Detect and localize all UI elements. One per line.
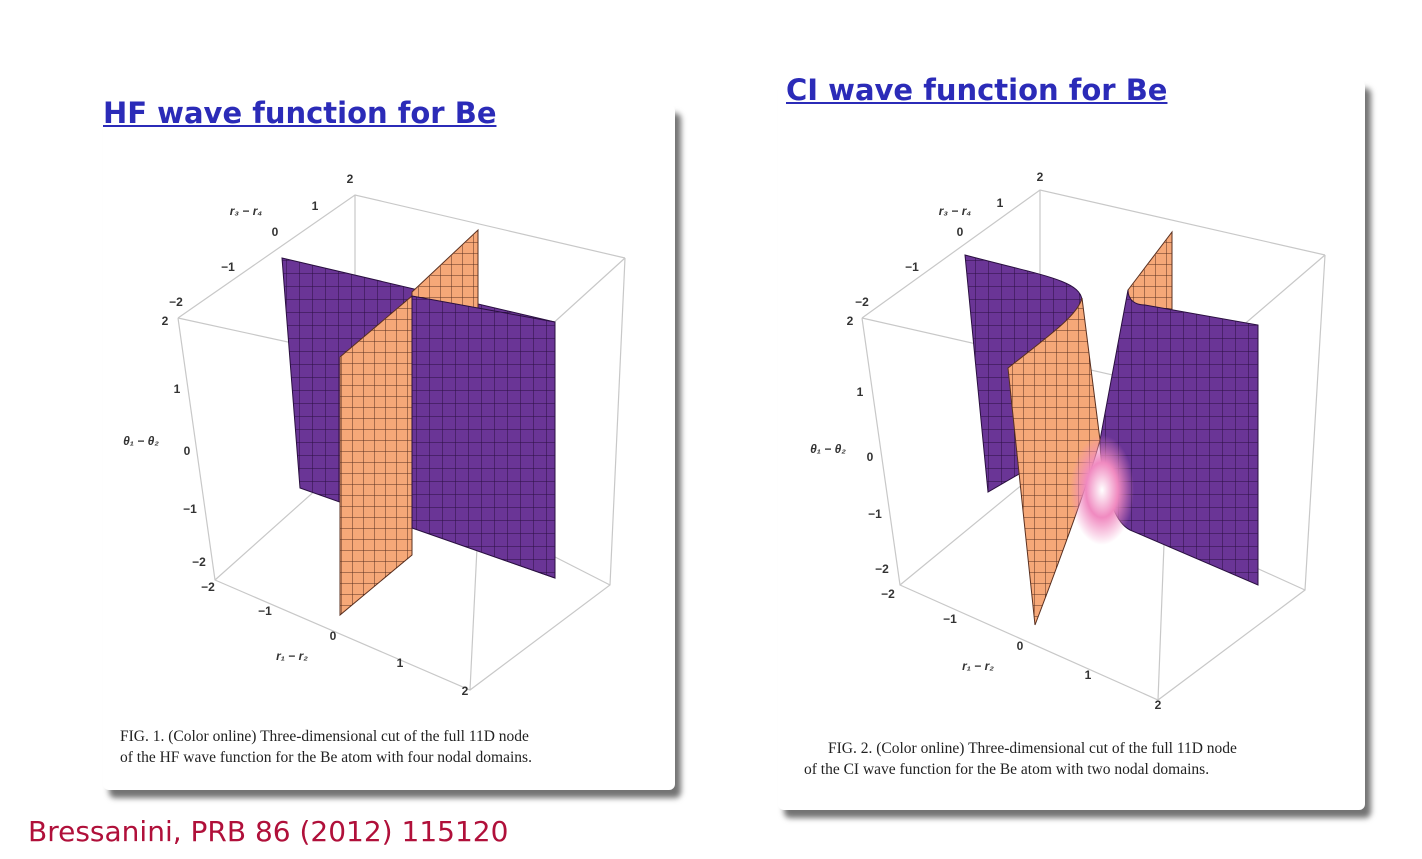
tick-label: 2 bbox=[1155, 698, 1162, 712]
tick-label: −2 bbox=[855, 295, 869, 309]
caption-line: FIG. 2. (Color online) Three-dimensional… bbox=[828, 740, 1237, 757]
tick-label: 1 bbox=[174, 382, 181, 396]
tick-label: 1 bbox=[857, 385, 864, 399]
caption: FIG. 2. (Color online) Three-dimensional… bbox=[804, 738, 1237, 780]
tick-label: 1 bbox=[312, 199, 319, 213]
caption-line: FIG. 1. (Color online) Three-dimensional… bbox=[120, 728, 529, 745]
tick-label: −1 bbox=[943, 612, 957, 626]
tick-label: 2 bbox=[347, 172, 354, 186]
tick-label: 0 bbox=[272, 225, 279, 239]
tick-label: −1 bbox=[221, 260, 235, 274]
tick-label: 1 bbox=[997, 196, 1004, 210]
tick-label: 2 bbox=[162, 314, 169, 328]
plot-hf bbox=[177, 194, 626, 691]
nodal-surface bbox=[1099, 289, 1259, 586]
tick-label: 2 bbox=[1037, 170, 1044, 184]
plot-ci bbox=[861, 189, 1326, 701]
caption-line: of the CI wave function for the Be atom … bbox=[804, 761, 1210, 778]
axis-label: θ₁ − θ₂ bbox=[810, 442, 846, 456]
caption: FIG. 1. (Color online) Three-dimensional… bbox=[120, 726, 532, 768]
tick-label: 0 bbox=[957, 225, 964, 239]
caption-line: of the HF wave function for the Be atom … bbox=[120, 749, 532, 766]
tick-label: 1 bbox=[397, 656, 404, 670]
tick-label: −2 bbox=[875, 562, 889, 576]
tick-label: 0 bbox=[867, 450, 874, 464]
tick-label: 0 bbox=[330, 629, 337, 643]
axis-label: r₃ − r₄ bbox=[939, 204, 972, 218]
tick-label: 1 bbox=[1085, 668, 1092, 682]
axis-label: θ₁ − θ₂ bbox=[123, 434, 159, 448]
tick-label: −2 bbox=[192, 555, 206, 569]
panel-title: HF wave function for Be bbox=[103, 96, 497, 130]
tick-label: −1 bbox=[868, 507, 882, 521]
citation: Bressanini, PRB 86 (2012) 115120 bbox=[28, 815, 509, 848]
axis-label: r₃ − r₄ bbox=[230, 204, 263, 218]
panel-title: CI wave function for Be bbox=[786, 73, 1168, 107]
axis-label: r₁ − r₂ bbox=[962, 659, 994, 673]
tick-label: −2 bbox=[881, 587, 895, 601]
surface-highlight bbox=[1070, 435, 1134, 545]
tick-label: −1 bbox=[183, 502, 197, 516]
tick-label: −2 bbox=[169, 295, 183, 309]
tick-label: −2 bbox=[201, 580, 215, 594]
nodal-surface bbox=[339, 294, 413, 617]
nodal-surface bbox=[411, 295, 556, 579]
tick-label: −1 bbox=[258, 604, 272, 618]
tick-label: −1 bbox=[905, 260, 919, 274]
tick-label: 0 bbox=[1017, 639, 1024, 653]
tick-label: 0 bbox=[184, 444, 191, 458]
axis-label: r₁ − r₂ bbox=[276, 649, 308, 663]
tick-label: 2 bbox=[462, 684, 469, 698]
tick-label: 2 bbox=[847, 314, 854, 328]
